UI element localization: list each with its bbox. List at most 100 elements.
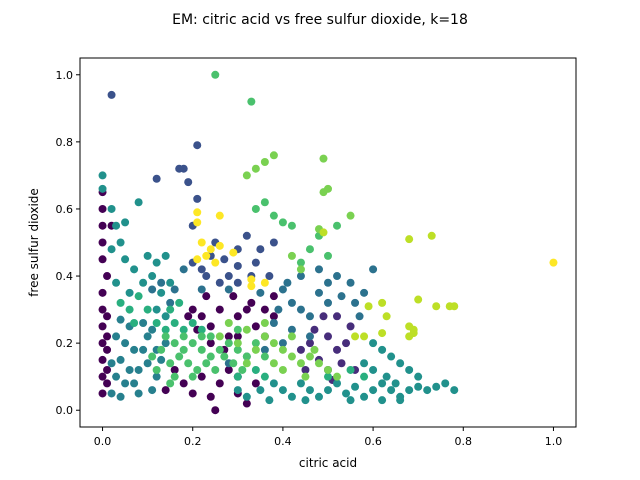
data-point-cluster-1: [296, 345, 305, 354]
data-point-cluster-2: [256, 245, 265, 254]
data-point-cluster-0: [202, 292, 211, 301]
data-point-cluster-7: [211, 70, 220, 79]
data-point-cluster-4: [143, 251, 152, 260]
plot-area: [80, 58, 576, 427]
data-point-cluster-7: [233, 345, 242, 354]
data-point-cluster-0: [170, 365, 179, 374]
data-point-cluster-7: [269, 211, 278, 220]
data-point-cluster-7: [287, 221, 296, 230]
data-point-cluster-0: [224, 332, 233, 341]
data-point-cluster-4: [301, 396, 310, 405]
data-point-cluster-8: [324, 365, 332, 374]
data-point-cluster-4: [287, 392, 296, 401]
data-point-cluster-7: [170, 372, 179, 381]
data-point-cluster-5: [143, 359, 152, 368]
data-point-cluster-7: [148, 352, 157, 361]
data-point-cluster-10: [247, 282, 256, 291]
data-point-cluster-7: [238, 365, 247, 374]
data-point-cluster-3: [256, 288, 265, 297]
data-point-cluster-10: [193, 208, 202, 217]
data-point-cluster-0: [103, 379, 112, 388]
data-point-cluster-10: [215, 241, 224, 250]
data-point-cluster-0: [242, 305, 251, 314]
data-point-cluster-0: [98, 339, 107, 348]
data-point-cluster-3: [314, 265, 323, 274]
data-point-cluster-3: [269, 319, 278, 328]
data-point-cluster-4: [296, 379, 305, 388]
data-point-cluster-9: [409, 329, 418, 338]
data-point-cluster-4: [450, 386, 459, 395]
data-point-cluster-8: [242, 359, 251, 368]
x-tick-label: 0.6: [364, 435, 382, 448]
data-point-cluster-4: [161, 251, 170, 260]
data-point-cluster-4: [369, 339, 378, 348]
data-point-cluster-9: [319, 228, 328, 237]
data-point-cluster-7: [166, 379, 175, 388]
data-point-cluster-5: [143, 332, 152, 341]
data-point-cluster-2: [242, 231, 251, 240]
data-point-cluster-9: [378, 298, 387, 307]
data-point-cluster-8: [287, 251, 296, 260]
x-tick-label: 0.0: [94, 435, 112, 448]
data-point-cluster-4: [256, 386, 265, 395]
data-point-cluster-6: [260, 372, 269, 381]
data-point-cluster-1: [337, 359, 346, 368]
data-point-cluster-3: [274, 305, 283, 314]
data-point-cluster-1: [310, 325, 319, 334]
data-point-cluster-8: [251, 345, 260, 354]
data-point-cluster-4: [166, 278, 175, 287]
data-point-cluster-10: [247, 275, 256, 284]
data-point-cluster-4: [342, 389, 351, 398]
data-point-cluster-4: [346, 396, 355, 405]
data-point-cluster-0: [197, 372, 206, 381]
plot-frame: [79, 57, 577, 428]
x-tick-label: 0.4: [274, 435, 292, 448]
data-point-cluster-8: [287, 332, 296, 341]
data-point-cluster-7: [188, 372, 197, 381]
data-point-cluster-9: [382, 312, 391, 321]
x-tick-label: 0.2: [184, 435, 202, 448]
data-point-cluster-2: [202, 272, 211, 281]
data-point-cluster-7: [175, 352, 184, 361]
data-point-cluster-7: [188, 339, 197, 348]
data-point-cluster-8: [269, 359, 278, 368]
data-point-cluster-4: [139, 278, 148, 287]
data-point-cluster-10: [193, 218, 202, 227]
data-point-cluster-4: [333, 379, 342, 388]
data-point-cluster-0: [103, 332, 112, 341]
data-point-cluster-2: [251, 258, 260, 267]
data-point-cluster-0: [197, 312, 206, 321]
data-point-cluster-8: [251, 164, 260, 173]
data-point-cluster-5: [139, 345, 148, 354]
data-point-cluster-4: [121, 255, 130, 264]
data-point-cluster-8: [324, 184, 332, 193]
data-point-cluster-6: [179, 325, 188, 334]
data-point-cluster-8: [296, 265, 305, 274]
data-point-cluster-8: [260, 157, 269, 166]
data-point-cluster-6: [188, 319, 197, 328]
data-point-cluster-4: [360, 392, 369, 401]
data-point-cluster-0: [206, 339, 215, 348]
data-point-cluster-1: [333, 345, 342, 354]
x-axis-label: citric acid: [299, 456, 357, 470]
chart-title: EM: citric acid vs free sulfur dioxide, …: [172, 12, 468, 28]
data-point-cluster-0: [188, 389, 197, 398]
data-point-cluster-4: [112, 278, 121, 287]
data-point-cluster-3: [157, 278, 166, 287]
data-point-cluster-3: [296, 272, 305, 281]
data-point-cluster-5: [107, 389, 116, 398]
data-point-cluster-4: [414, 372, 423, 381]
data-point-cluster-7: [251, 204, 260, 213]
data-point-cluster-9: [450, 302, 459, 311]
data-point-cluster-9: [427, 231, 436, 240]
data-point-cluster-7: [161, 332, 170, 341]
data-point-cluster-7: [220, 352, 229, 361]
data-point-cluster-4: [382, 372, 391, 381]
data-point-cluster-9: [378, 329, 387, 338]
data-point-cluster-7: [166, 359, 175, 368]
data-point-cluster-4: [441, 379, 450, 388]
data-point-cluster-2: [269, 238, 278, 247]
data-point-cluster-4: [305, 386, 314, 395]
data-point-cluster-0: [98, 238, 107, 247]
data-point-cluster-4: [405, 386, 414, 395]
